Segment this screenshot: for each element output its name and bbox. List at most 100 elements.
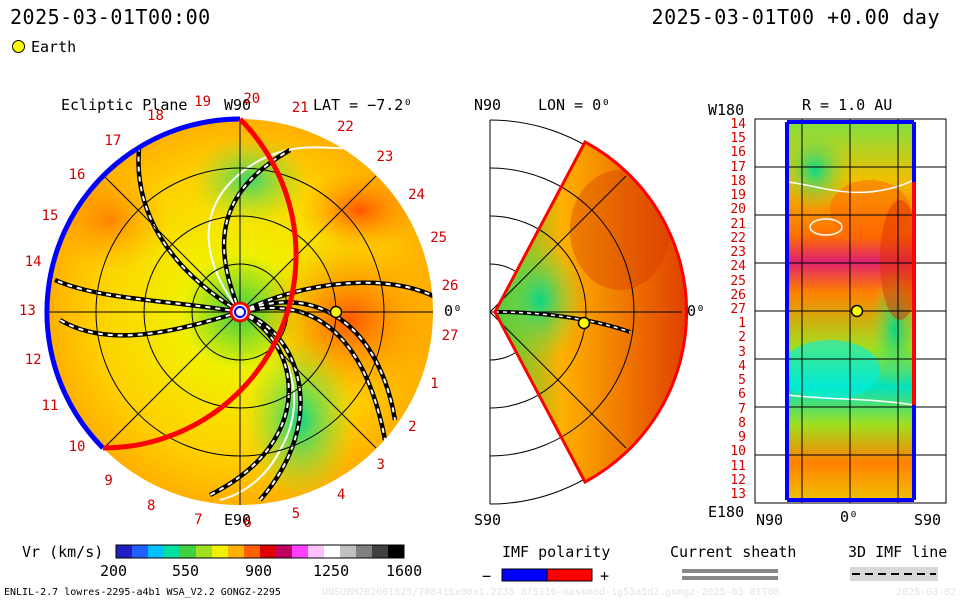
colorbar-tick: 900	[245, 562, 273, 580]
colorbar-segment	[180, 545, 197, 558]
sphere-sector-label: 18	[730, 173, 746, 189]
ecliptic-sector-label: 22	[337, 119, 354, 136]
meridional-lon: LON = 0⁰	[538, 96, 611, 114]
earth-marker-meridional	[577, 316, 591, 330]
sphere-sector-label: 24	[730, 259, 746, 275]
timestamp-left: 2025-03-01T00:00	[10, 5, 211, 29]
sphere-sector-label: 15	[730, 131, 746, 147]
colorbar-segment	[212, 545, 229, 558]
earth-marker-ecliptic	[329, 305, 343, 319]
sun-marker	[229, 301, 251, 323]
ecliptic-sector-label: 20	[243, 91, 261, 108]
ecliptic-title: Ecliptic Plane	[61, 96, 188, 114]
footer-run-id: UNSUBM202001825/708415x90x1.2235-8f5116-…	[322, 587, 780, 598]
current-sheath-swatch	[682, 569, 778, 573]
ecliptic-sector-label: 12	[24, 351, 42, 368]
colorbar-segment	[324, 545, 341, 558]
ecliptic-sector-label: 5	[291, 506, 301, 523]
ecliptic-sector-label: 26	[441, 278, 459, 295]
polarity-rim-negative	[44, 116, 241, 450]
ecliptic-sector-label: 10	[68, 439, 86, 456]
sphere-bottom-label: E180	[708, 503, 745, 521]
sphere-x-label-s90: S90	[914, 511, 942, 529]
colorbar-segment	[372, 545, 389, 558]
ecliptic-sector-label: 3	[376, 457, 385, 474]
colorbar-segment	[116, 545, 133, 558]
colorbar-segment	[260, 545, 277, 558]
sphere-x-label-n90: N90	[756, 511, 784, 529]
earth-legend-label: Earth	[31, 38, 77, 56]
ecliptic-sector-label: 25	[430, 230, 448, 247]
sphere-sector-label: 9	[738, 430, 746, 446]
ecliptic-sector-label: 7	[194, 511, 203, 528]
colorbar	[116, 545, 405, 558]
sphere-sector-label: 22	[730, 230, 746, 246]
sphere-sector-label: 7	[738, 401, 746, 417]
sphere-grid	[755, 119, 946, 503]
polarity-negative-swatch	[501, 568, 548, 582]
meridional-rim	[493, 139, 689, 485]
sphere-sector-label: 8	[738, 415, 746, 431]
ecliptic-lat: LAT = −7.2⁰	[313, 96, 413, 114]
polarity-rim-positive	[102, 117, 299, 451]
colorbar-segment	[292, 545, 309, 558]
sphere-sector-label: 19	[730, 188, 746, 204]
colorbar-label: Vr (km/s)	[22, 543, 104, 561]
earth-marker-sphere	[850, 304, 864, 318]
ecliptic-sector-label: 21	[291, 99, 309, 116]
sphere-sector-label: 14	[730, 117, 746, 132]
ecliptic-sector-label: 24	[408, 186, 425, 203]
meridional-bottom-label: S90	[474, 511, 502, 529]
imf-line-label: 3D IMF line	[848, 543, 948, 561]
sphere-sector-label: 10	[730, 444, 746, 460]
footer-date: 2025-03-02	[896, 587, 957, 598]
sphere-sector-label: 3	[738, 344, 746, 360]
ecliptic-right-label: 0⁰	[444, 302, 463, 320]
colorbar-segment	[388, 545, 405, 558]
sphere-sector-label: 16	[730, 145, 746, 161]
ecliptic-sector-label: 11	[41, 398, 59, 415]
sphere-sector-label: 1	[738, 316, 746, 332]
ecliptic-sector-label: 23	[376, 148, 394, 165]
ecliptic-panel	[44, 116, 433, 505]
sphere-x-label-0: 0⁰	[840, 508, 859, 526]
colorbar-segment	[196, 545, 213, 558]
ecliptic-sector-label: 6	[243, 514, 252, 531]
colorbar-segment	[164, 545, 181, 558]
sphere-sector-label: 20	[730, 202, 746, 218]
colorbar-segment	[356, 545, 373, 558]
ecliptic-sector-label: 18	[147, 108, 164, 125]
ecliptic-sector-label: 2	[408, 419, 417, 436]
earth-marker-icon	[12, 40, 25, 53]
colorbar-segment	[308, 545, 325, 558]
sphere-sector-label: 6	[738, 387, 746, 403]
sphere-sector-label: 21	[730, 216, 746, 232]
sphere-sector-label: 2	[738, 330, 746, 346]
current-sheath-label: Current sheath	[670, 543, 797, 561]
colorbar-segment	[244, 545, 261, 558]
polarity-minus-label: −	[482, 567, 492, 585]
footer-model: ENLIL-2.7 lowres-2295-a4b1 WSA_V2.2 GONG…	[4, 587, 281, 598]
sphere-sector-label: 4	[738, 358, 746, 374]
sphere-frame	[754, 118, 947, 504]
colorbar-segment	[132, 545, 149, 558]
colorbar-segment	[148, 545, 165, 558]
colorbar-segment	[340, 545, 357, 558]
imf-lines	[54, 139, 433, 501]
imf-polarity-label: IMF polarity	[502, 543, 611, 561]
sphere-title: R = 1.0 AU	[802, 96, 893, 114]
colorbar-tick: 1250	[313, 562, 350, 580]
contour-line	[207, 146, 351, 313]
ecliptic-sector-label: 17	[104, 132, 122, 149]
timestamp-right: 2025-03-01T00 +0.00 day	[651, 5, 940, 29]
ecliptic-sector-label: 8	[147, 497, 156, 514]
colorbar-segment	[228, 545, 245, 558]
sphere-sector-label: 5	[738, 373, 746, 389]
meridional-imf-line	[495, 311, 631, 333]
colorbar-segment	[276, 545, 293, 558]
sphere-sector-label: 26	[730, 287, 746, 303]
sphere-sector-label: 17	[730, 159, 746, 175]
ecliptic-sector-label: 16	[68, 166, 86, 183]
ecliptic-sector-label: 13	[19, 303, 36, 319]
